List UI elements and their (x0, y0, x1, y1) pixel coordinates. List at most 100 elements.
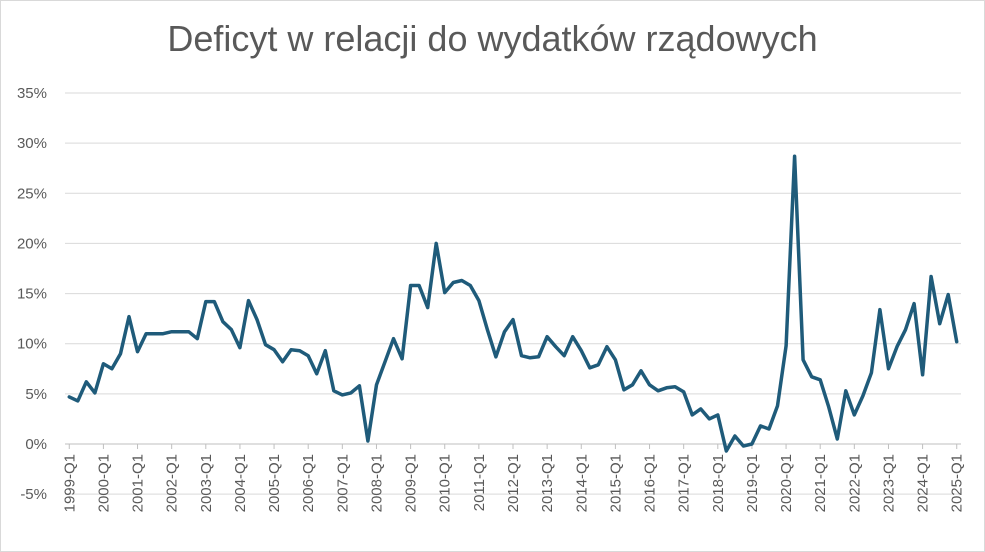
data-point (221, 320, 224, 323)
data-point (469, 284, 472, 287)
y-tick-label: 5% (25, 386, 47, 403)
data-point (588, 366, 591, 369)
data-point (648, 383, 651, 386)
x-tick-label: 2009-Q1 (403, 454, 420, 512)
data-point (580, 349, 583, 352)
data-point (264, 343, 267, 346)
data-point (938, 322, 941, 325)
x-axis: 1999-Q1 2000-Q1 2001-Q1 2002-Q1 2003-Q1 2004-… (61, 443, 966, 512)
data-point (640, 369, 643, 372)
data-point (128, 315, 131, 318)
data-point (810, 375, 813, 378)
x-tick-label: 2015-Q1 (607, 454, 624, 512)
data-point (665, 386, 668, 389)
data-point (238, 346, 241, 349)
x-tick-label: 2000-Q1 (95, 454, 112, 512)
data-point (187, 330, 190, 333)
data-point (878, 308, 881, 311)
data-point (170, 330, 173, 333)
data-point (435, 242, 438, 245)
data-point (460, 279, 463, 282)
data-point (554, 345, 557, 348)
data-point (110, 367, 113, 370)
y-tick-label: -5% (20, 486, 47, 503)
data-point (921, 373, 924, 376)
chart-title: Deficyt w relacji do wydatków rządowych (167, 18, 818, 59)
data-point (759, 424, 762, 427)
data-point (913, 302, 916, 305)
data-point (622, 388, 625, 391)
data-point (947, 293, 950, 296)
data-point (307, 354, 310, 357)
data-point (870, 371, 873, 374)
data-point (375, 383, 378, 386)
data-point (281, 360, 284, 363)
data-point (520, 354, 523, 357)
y-axis-labels: -5% 0% 5% 10% 15% 20% 25% 30% 35% (17, 85, 47, 503)
data-point (341, 393, 344, 396)
data-point (290, 348, 293, 351)
data-point (597, 363, 600, 366)
x-tick-label: 2004-Q1 (232, 454, 249, 512)
series-line (67, 154, 959, 453)
data-point (657, 389, 660, 392)
data-point (503, 330, 506, 333)
data-point (861, 394, 864, 397)
y-tick-label: 0% (25, 436, 47, 453)
data-point (836, 438, 839, 441)
data-point (418, 284, 421, 287)
data-point (904, 328, 907, 331)
x-tick-label: 2003-Q1 (198, 454, 215, 512)
y-tick-label: 25% (17, 185, 47, 202)
data-point (512, 318, 515, 321)
x-tick-label: 1999-Q1 (61, 454, 78, 512)
data-point (76, 399, 79, 402)
x-tick-label: 2012-Q1 (505, 454, 522, 512)
data-point (452, 281, 455, 284)
data-point (537, 355, 540, 358)
x-tick-label: 2013-Q1 (539, 454, 556, 512)
data-point (358, 384, 361, 387)
data-point (793, 155, 796, 158)
data-point (605, 345, 608, 348)
data-point (486, 328, 489, 331)
data-point (256, 318, 259, 321)
x-tick-label: 2019-Q1 (744, 454, 761, 512)
x-tick-label: 2024-Q1 (915, 454, 932, 512)
data-point (494, 355, 497, 358)
data-point (776, 404, 779, 407)
data-point (785, 344, 788, 347)
x-tick-label: 2005-Q1 (266, 454, 283, 512)
data-point (68, 395, 71, 398)
data-point (315, 372, 318, 375)
data-point (887, 367, 890, 370)
data-point (742, 445, 745, 448)
y-tick-label: 15% (17, 286, 47, 303)
data-point (298, 349, 301, 352)
data-point (699, 407, 702, 410)
gridlines (65, 92, 961, 495)
data-point (324, 349, 327, 352)
data-point (853, 413, 856, 416)
data-point (827, 405, 830, 408)
data-point (691, 413, 694, 416)
data-point (529, 356, 532, 359)
x-tick-label: 2017-Q1 (676, 454, 693, 512)
x-tick-label: 2010-Q1 (437, 454, 454, 512)
data-point (733, 435, 736, 438)
y-tick-label: 20% (17, 235, 47, 252)
y-tick-label: 30% (17, 135, 47, 152)
data-point (725, 450, 728, 453)
series-layer (67, 154, 959, 453)
x-tick-label: 2025-Q1 (949, 454, 966, 512)
data-point (682, 390, 685, 393)
data-point (716, 413, 719, 416)
data-point (426, 306, 429, 309)
data-point (819, 378, 822, 381)
x-tick-label: 2002-Q1 (164, 454, 181, 512)
data-point (563, 354, 566, 357)
data-point (631, 383, 634, 386)
data-point (247, 299, 250, 302)
x-tick-label: 2001-Q1 (130, 454, 147, 512)
